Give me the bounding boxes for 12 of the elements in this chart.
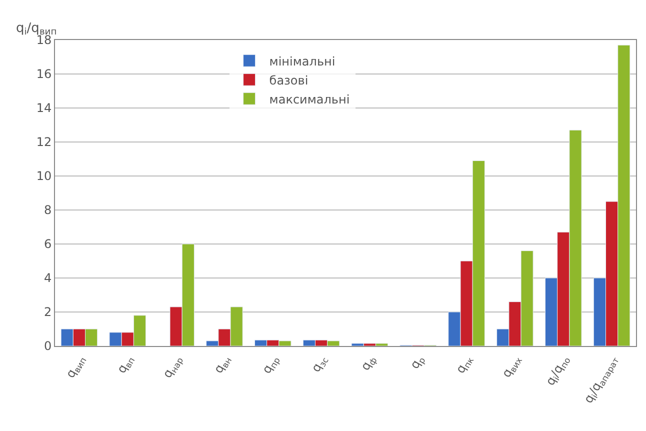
y-tick-label: 4 [44,271,52,286]
y-tick-label: 0 [44,339,52,354]
y-tick-label: 6 [44,237,52,252]
legend-label: мінімальні [269,54,336,68]
y-tick-label: 8 [44,203,52,218]
legend-label: базові [269,73,308,88]
legend-label: максимальні [269,92,350,106]
y-tick-label: 10 [36,169,52,184]
y-tick-label: 16 [36,67,52,82]
y-tick-label: 14 [36,101,52,116]
y-tick-label: 12 [36,135,52,150]
y-tick-label: 2 [44,305,52,320]
